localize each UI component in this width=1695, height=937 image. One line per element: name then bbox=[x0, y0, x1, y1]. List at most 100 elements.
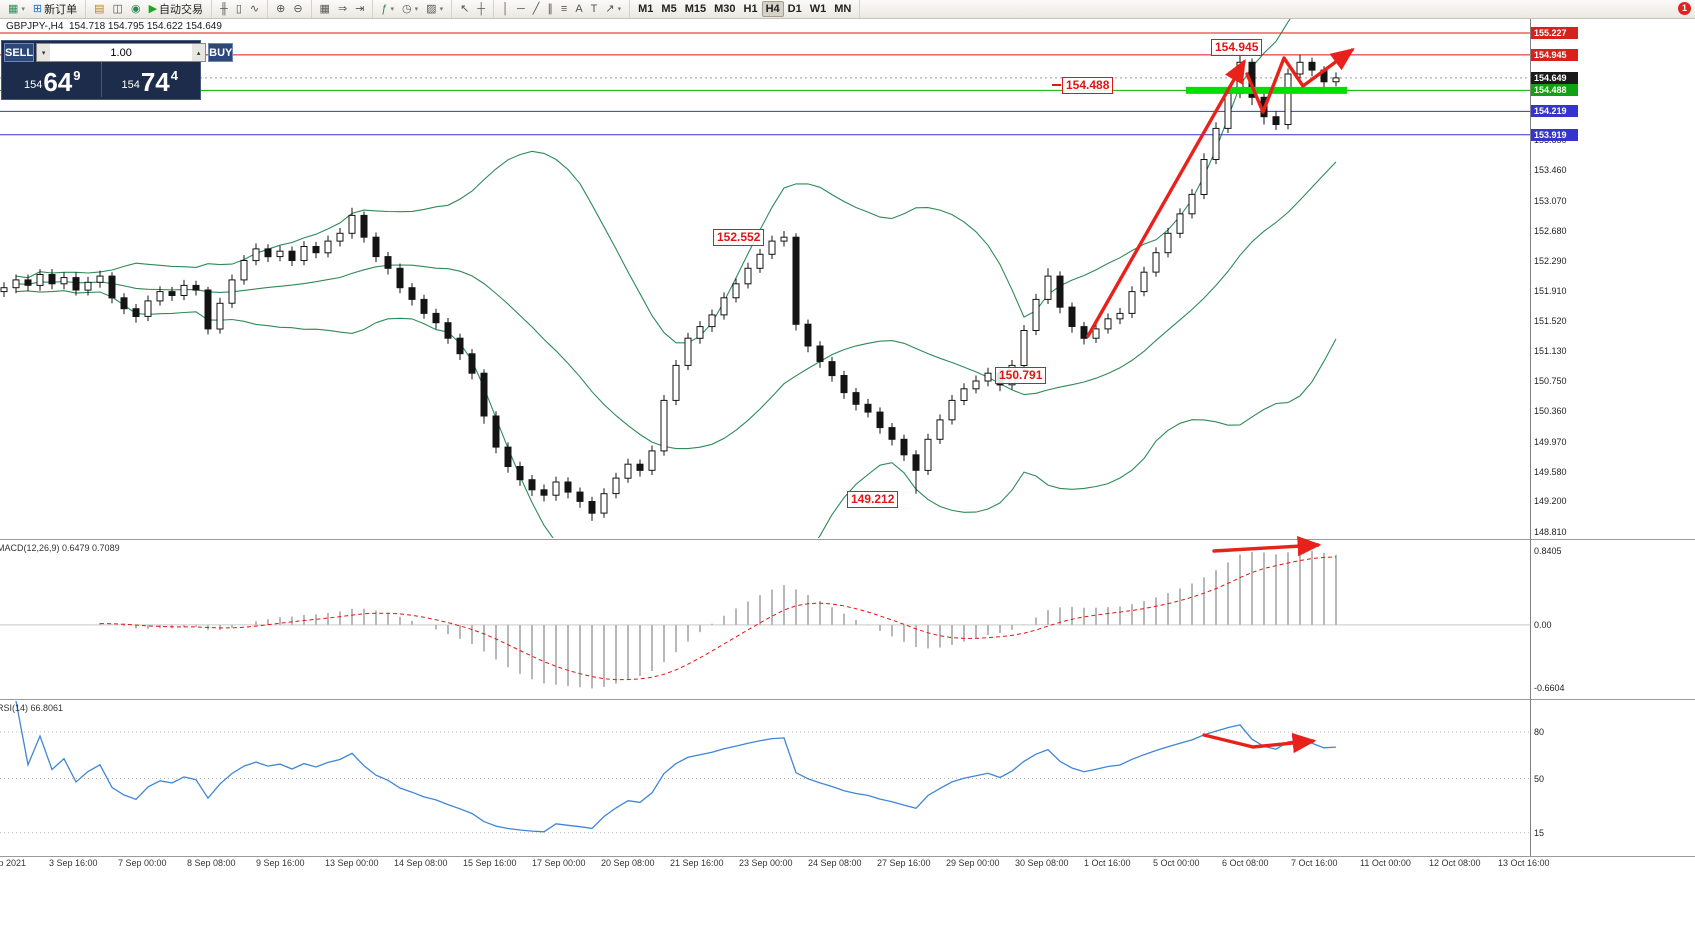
candlestick-button[interactable]: ▯ bbox=[232, 1, 246, 17]
tf-mn[interactable]: MN bbox=[830, 1, 855, 17]
charts-list-button[interactable]: ◫ bbox=[109, 1, 127, 17]
price-annotation[interactable]: 154.945 bbox=[1211, 39, 1263, 56]
trend-arrow[interactable] bbox=[1086, 59, 1246, 338]
tile-windows-button[interactable]: ▦ bbox=[316, 1, 334, 17]
trend-arrow[interactable] bbox=[1245, 47, 1355, 114]
time-axis-label: 29 Sep 00:00 bbox=[946, 858, 1000, 868]
toolbar-group-file: ▦ ▾ ⊞ 新订单 bbox=[0, 0, 87, 18]
sell-button[interactable]: SELL bbox=[4, 43, 35, 62]
channel-button[interactable]: ∥ bbox=[543, 1, 557, 17]
time-axis-label: 23 Sep 00:00 bbox=[739, 858, 793, 868]
price-badge: 154.945 bbox=[1531, 49, 1578, 61]
alerts-button[interactable]: ◉ bbox=[127, 1, 145, 17]
zoom-out-button[interactable]: ⊖ bbox=[289, 1, 306, 17]
toolbar-group-windows: ▦ ⇒ ⇥ bbox=[312, 0, 374, 18]
periods-icon: ◷ bbox=[402, 2, 412, 15]
new-order-button[interactable]: ⊞ 新订单 bbox=[29, 1, 81, 17]
tf-m5[interactable]: M5 bbox=[657, 1, 680, 17]
text-icon: A bbox=[575, 2, 583, 15]
tf-w1[interactable]: W1 bbox=[806, 1, 831, 17]
horizontal-line-button[interactable]: ─ bbox=[513, 1, 529, 17]
text-button[interactable]: A bbox=[571, 1, 586, 17]
price-annotation[interactable]: 154.488 bbox=[1062, 77, 1114, 94]
main-chart-panel[interactable] bbox=[0, 18, 1530, 538]
dropdown-arrow-icon: ▾ bbox=[617, 6, 622, 13]
price-badge: 154.488 bbox=[1531, 84, 1578, 96]
auto-scroll-button[interactable]: ⇒ bbox=[334, 1, 351, 17]
buy-button[interactable]: BUY bbox=[208, 43, 234, 62]
price-axis-label: 151.520 bbox=[1534, 316, 1567, 326]
trendline-button[interactable]: ╱ bbox=[529, 1, 544, 17]
cursor-button[interactable]: ↖ bbox=[456, 1, 473, 17]
price-annotation[interactable]: 152.552 bbox=[713, 229, 765, 246]
time-axis-label: 3 Sep 16:00 bbox=[49, 858, 98, 868]
tf-h4[interactable]: H4 bbox=[761, 1, 784, 17]
buy-price[interactable]: 154 74 4 bbox=[100, 62, 199, 97]
time-axis-label: 20 Sep 08:00 bbox=[601, 858, 655, 868]
price-axis-label: 151.910 bbox=[1534, 286, 1567, 296]
bar-chart-button[interactable]: ╫ bbox=[216, 1, 232, 17]
price-axis-label: 150.750 bbox=[1534, 376, 1567, 386]
rsi-line bbox=[15, 701, 1337, 833]
autotrading-icon: ▶ bbox=[148, 2, 158, 15]
arrows-button[interactable]: ↗ ▾ bbox=[601, 1, 625, 17]
tf-m15[interactable]: M15 bbox=[681, 1, 710, 17]
templates-button[interactable]: ▨ ▾ bbox=[422, 1, 447, 17]
price-axis-label: 153.070 bbox=[1534, 196, 1567, 206]
time-axis[interactable] bbox=[0, 856, 1695, 937]
rsi-arrow[interactable] bbox=[1202, 732, 1317, 754]
notification-badge[interactable]: 1 bbox=[1678, 2, 1691, 15]
macd-axis-label: -0.6604 bbox=[1534, 683, 1565, 693]
line-chart-icon: ∿ bbox=[249, 2, 260, 15]
tf-h1[interactable]: H1 bbox=[740, 1, 762, 17]
new-chart-button[interactable]: ▦ ▾ bbox=[4, 1, 29, 17]
fibonacci-icon: ≡ bbox=[560, 2, 568, 15]
horizontal-line-icon: ─ bbox=[516, 2, 525, 15]
volume-increase-button[interactable]: ▴ bbox=[192, 44, 206, 61]
tf-w1-label: W1 bbox=[809, 3, 827, 15]
periods-button[interactable]: ◷ ▾ bbox=[398, 1, 422, 17]
tf-d1[interactable]: D1 bbox=[784, 1, 806, 17]
price-annotation[interactable]: 149.212 bbox=[847, 491, 899, 508]
chart-shift-button[interactable]: ⇥ bbox=[351, 1, 368, 17]
buy-price-big: 74 bbox=[140, 67, 170, 97]
vertical-line-button[interactable]: │ bbox=[498, 1, 513, 17]
macd-axis-label: 0.00 bbox=[1534, 620, 1552, 630]
chevron-up-icon: ▴ bbox=[196, 49, 201, 57]
time-axis-label: 8 Sep 08:00 bbox=[187, 858, 236, 868]
indicators-button[interactable]: ƒ ▾ bbox=[377, 1, 398, 17]
tf-m30[interactable]: M30 bbox=[710, 1, 739, 17]
price-annotation[interactable]: 150.791 bbox=[995, 367, 1047, 384]
volume-input[interactable] bbox=[50, 44, 193, 61]
time-axis-label: 6 Oct 08:00 bbox=[1222, 858, 1269, 868]
sell-price[interactable]: 154 64 9 bbox=[4, 62, 101, 97]
rsi-level-label: 15 bbox=[1534, 828, 1545, 838]
zoom-in-button[interactable]: ⊕ bbox=[272, 1, 289, 17]
tile-windows-icon: ▦ bbox=[319, 2, 330, 15]
crosshair-icon: ┼ bbox=[477, 2, 486, 15]
label-button[interactable]: T bbox=[587, 1, 602, 17]
crosshair-button[interactable]: ┼ bbox=[473, 1, 489, 17]
line-chart-button[interactable]: ∿ bbox=[246, 1, 263, 17]
profiles-button[interactable]: ▤ bbox=[90, 1, 108, 17]
time-axis-label: 1 Oct 16:00 bbox=[1084, 858, 1131, 868]
channel-icon: ∥ bbox=[547, 2, 553, 15]
fibonacci-button[interactable]: ≡ bbox=[557, 1, 571, 17]
price-axis-label: 149.970 bbox=[1534, 437, 1567, 447]
buy-price-small: 154 bbox=[121, 79, 140, 91]
price-badge: 154.649 bbox=[1531, 72, 1578, 84]
price-axis-label: 149.580 bbox=[1534, 467, 1567, 477]
tf-m5-label: M5 bbox=[661, 3, 677, 15]
chart-shift-icon: ⇥ bbox=[355, 2, 365, 15]
autotrading-button[interactable]: ▶ 自动交易 bbox=[145, 1, 207, 17]
toolbar-group-objects: │ ─ ╱ ∥ ≡ A T ↗ ▾ bbox=[494, 0, 631, 18]
tf-h4-label: H4 bbox=[765, 3, 780, 15]
macd-arrow[interactable] bbox=[1212, 535, 1322, 557]
volume-decrease-button[interactable]: ▾ bbox=[37, 44, 51, 61]
vertical-line-icon: │ bbox=[502, 2, 509, 15]
macd-histogram bbox=[99, 550, 1337, 689]
sell-price-small: 154 bbox=[23, 79, 43, 91]
tf-m1[interactable]: M1 bbox=[634, 1, 657, 17]
